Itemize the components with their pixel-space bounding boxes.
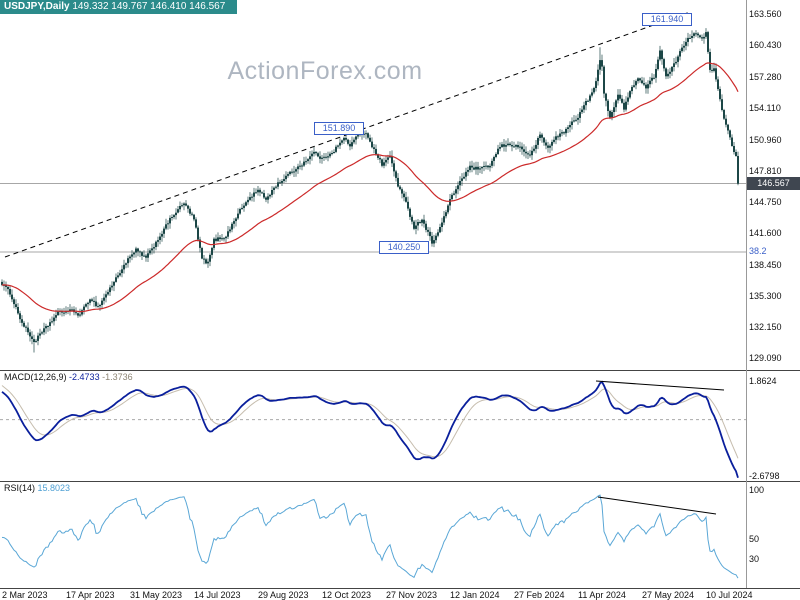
- macd-trendline: [595, 380, 725, 391]
- price-marker-box: 140.250: [379, 241, 429, 254]
- price-axis-tick: 157.280: [749, 71, 782, 82]
- rsi-axis-tick: 100: [749, 485, 765, 495]
- price-axis-tick: 138.450: [749, 259, 782, 270]
- rsi-axis-tick: 30: [749, 553, 760, 564]
- macd-axis-tick: -2.6798: [749, 470, 780, 481]
- macd-main-line: [1, 380, 739, 479]
- price-axis-tick: 150.960: [749, 134, 782, 145]
- date-axis-label: 17 Apr 2023: [66, 589, 115, 600]
- rsi-line: [1, 494, 739, 579]
- price-axis-tick: 135.300: [749, 291, 782, 302]
- candlesticks: [1, 28, 739, 353]
- rsi-value: 15.8023: [37, 483, 71, 493]
- macd-signal-line: [1, 385, 739, 459]
- rsi-name: RSI(14): [4, 483, 36, 493]
- price-marker-box: 161.940: [642, 13, 692, 26]
- watermark-logo: ActionForex.com: [227, 57, 423, 85]
- symbol-title: USDJPY,Daily: [4, 1, 70, 12]
- moving-average-line: [2, 62, 739, 313]
- current-price-badge: 146.567: [747, 177, 800, 191]
- fib-level-label: 38.2: [749, 246, 767, 256]
- price-axis-tick: 160.430: [749, 40, 782, 51]
- price-axis-tick: 147.810: [749, 166, 782, 177]
- date-axis-label: 10 Jul 2024: [706, 589, 753, 600]
- price-axis-tick: 154.110: [749, 103, 781, 114]
- macd-axis-tick: 1.8624: [749, 375, 777, 386]
- price-marker-box: 151.890: [314, 122, 364, 135]
- macd-main-value: -2.4733: [69, 372, 100, 382]
- price-axis-tick: 163.560: [749, 9, 782, 19]
- date-axis-label: 12 Jan 2024: [450, 589, 500, 600]
- symbol-header: USDJPY,Daily 149.332 149.767 146.410 146…: [0, 0, 238, 14]
- price-axis-tick: 129.090: [749, 353, 782, 363]
- ohlc-values: 149.332 149.767 146.410 146.567: [72, 1, 226, 12]
- date-axis-label: 12 Oct 2023: [322, 589, 372, 600]
- date-axis-label: 27 Feb 2024: [514, 589, 565, 600]
- date-axis-label: 31 May 2023: [130, 589, 183, 600]
- price-axis-tick: 144.750: [749, 196, 782, 207]
- date-axis-label: 27 Nov 2023: [386, 589, 438, 600]
- rsi-indicator-label: RSI(14) 15.8023: [4, 483, 70, 493]
- macd-indicator-label: MACD(12,26,9) -2.4733 -1.3736: [4, 372, 133, 382]
- candle-wicks: [1, 28, 739, 353]
- date-axis-label: 14 Jul 2023: [194, 589, 241, 600]
- date-axis-label: 29 Aug 2023: [258, 589, 309, 600]
- macd-name: MACD(12,26,9): [4, 372, 67, 382]
- date-axis-label: 27 May 2024: [642, 589, 695, 600]
- price-axis-tick: 141.600: [749, 228, 782, 239]
- price-axis-tick: 132.150: [749, 322, 782, 333]
- rsi-trendline: [597, 496, 717, 515]
- rsi-axis-tick: 50: [749, 534, 760, 544]
- date-axis-label: 2 Mar 2023: [2, 589, 48, 600]
- date-axis-label: 11 Apr 2024: [578, 589, 626, 600]
- macd-signal-value: -1.3736: [102, 372, 133, 382]
